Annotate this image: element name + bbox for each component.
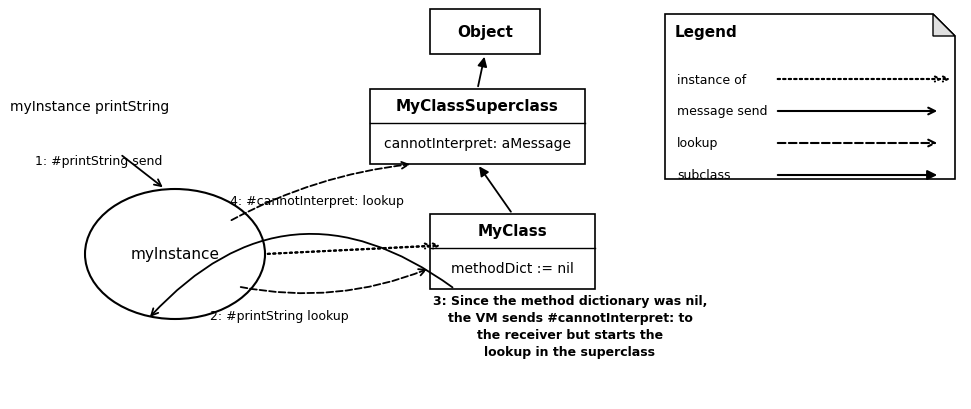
Text: 4: #cannotInterpret: lookup: 4: #cannotInterpret: lookup (230, 195, 404, 207)
Polygon shape (933, 15, 955, 37)
Text: 3: Since the method dictionary was nil,
the VM sends #cannotInterpret: to
the re: 3: Since the method dictionary was nil, … (433, 294, 707, 358)
Text: methodDict := nil: methodDict := nil (452, 262, 574, 276)
Bar (430, 214, 595, 289)
Text: instance of: instance of (677, 73, 747, 86)
Bar (370, 90, 585, 164)
Text: Object: Object (457, 25, 513, 40)
Text: 2: #printString lookup: 2: #printString lookup (210, 309, 349, 322)
Text: myInstance: myInstance (130, 247, 219, 262)
Text: message send: message send (677, 105, 767, 118)
Text: 1: #printString send: 1: #printString send (35, 155, 162, 168)
Text: lookup: lookup (677, 137, 719, 150)
Text: myInstance printString: myInstance printString (10, 100, 169, 114)
Ellipse shape (85, 189, 265, 319)
Text: subclass: subclass (677, 169, 730, 182)
Text: MyClassSuperclass: MyClassSuperclass (396, 99, 559, 114)
Text: MyClass: MyClass (478, 224, 548, 239)
Text: cannotInterpret: aMessage: cannotInterpret: aMessage (384, 137, 571, 151)
Text: Legend: Legend (675, 25, 738, 40)
Bar (430, 10, 540, 55)
Polygon shape (665, 15, 955, 180)
